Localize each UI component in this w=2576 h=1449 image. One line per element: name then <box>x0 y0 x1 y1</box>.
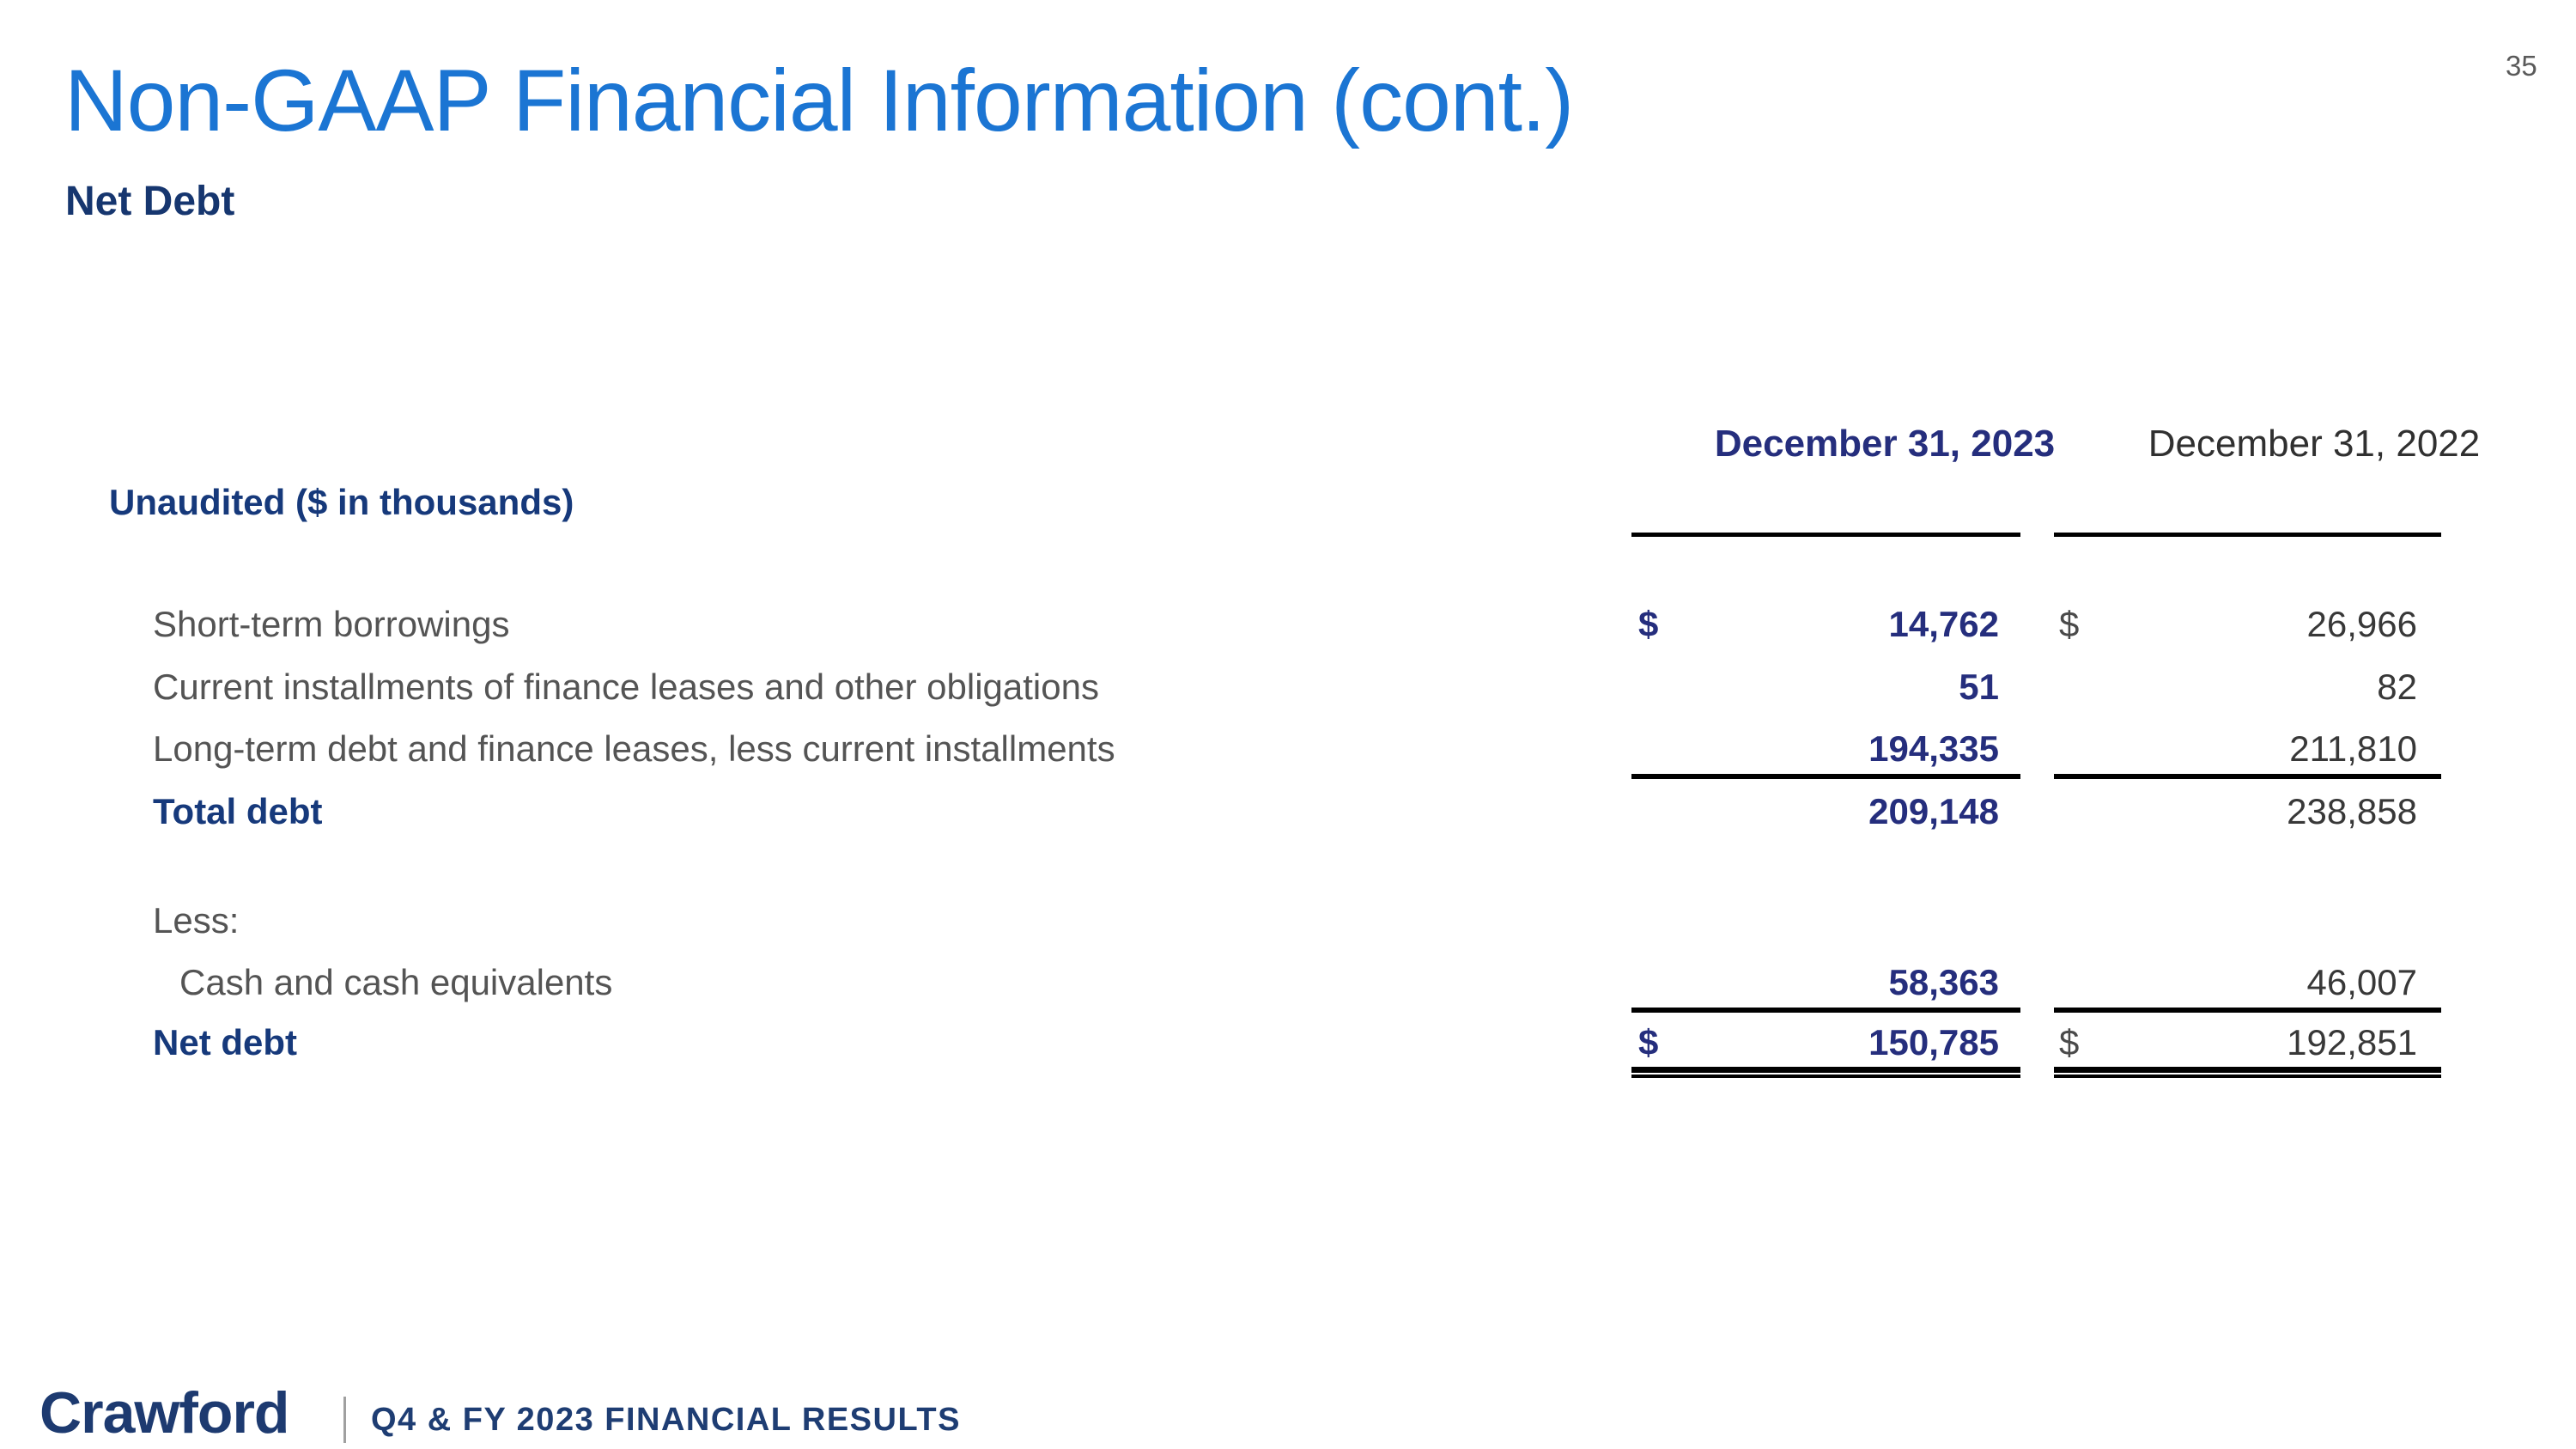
cash-rule-col2 <box>2054 1008 2441 1013</box>
column-header-2022: December 31, 2022 <box>2148 423 2481 465</box>
row-label-current-installments: Current installments of finance leases a… <box>153 667 1099 707</box>
page-subtitle: Net Debt <box>65 179 235 224</box>
value-2023: 209,148 <box>1868 791 1999 831</box>
currency-symbol: $ <box>1638 1022 1659 1062</box>
header-underline-col2 <box>2054 533 2441 537</box>
value-2022: 192,851 <box>2287 1022 2417 1062</box>
total-double-rule-col1 <box>1631 1067 2020 1078</box>
row-label-net-debt: Net debt <box>153 1022 297 1062</box>
column-header-2023: December 31, 2023 <box>1714 423 2056 465</box>
value-2023: 58,363 <box>1888 962 1999 1002</box>
cash-rule-col1 <box>1631 1008 2020 1013</box>
row-label-long-term-debt: Long-term debt and finance leases, less … <box>153 728 1115 769</box>
page-number: 35 <box>2506 50 2537 82</box>
value-2022: 211,810 <box>2289 728 2417 769</box>
crawford-logo: Crawford <box>39 1380 289 1446</box>
value-2023: 150,785 <box>1868 1022 1999 1062</box>
row-label-short-term-borrowings: Short-term borrowings <box>153 604 510 644</box>
value-2022: 26,966 <box>2306 604 2417 644</box>
value-2022: 238,858 <box>2287 791 2417 831</box>
footer-divider <box>343 1397 346 1443</box>
subtotal-rule-col2 <box>2054 774 2441 779</box>
value-2023: 14,762 <box>1888 604 1999 644</box>
currency-symbol: $ <box>2059 1022 2080 1062</box>
footer-caption: Q4 & FY 2023 FINANCIAL RESULTS <box>371 1402 961 1438</box>
currency-symbol: $ <box>1638 604 1659 644</box>
table-note: Unaudited ($ in thousands) <box>109 482 574 522</box>
total-double-rule-col2 <box>2054 1067 2441 1078</box>
row-label-total-debt: Total debt <box>153 791 323 831</box>
value-2022: 46,007 <box>2306 962 2417 1002</box>
value-2023: 194,335 <box>1868 728 1999 769</box>
header-underline-col1 <box>1631 533 2020 537</box>
currency-symbol: $ <box>2059 604 2080 644</box>
subtotal-rule-col1 <box>1631 774 2020 779</box>
value-2022: 82 <box>2377 667 2417 707</box>
row-label-cash: Cash and cash equivalents <box>179 962 613 1002</box>
value-2023: 51 <box>1959 667 1999 707</box>
row-label-less: Less: <box>153 900 240 941</box>
page-title: Non-GAAP Financial Information (cont.) <box>64 52 1574 149</box>
